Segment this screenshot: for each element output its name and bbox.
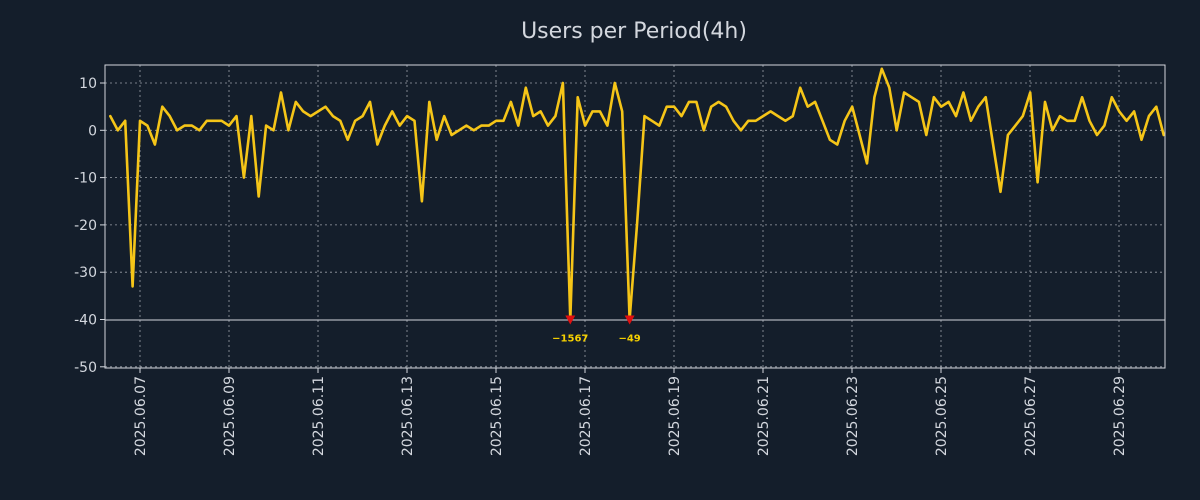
clipped-value-markers: −1567 −49 — [552, 315, 641, 345]
x-tick-label: 2025.06.09 — [222, 376, 238, 456]
x-tick-label: 2025.06.15 — [489, 376, 505, 456]
x-tick-label: 2025.06.07 — [133, 376, 149, 456]
x-axis: 2025.06.07 2025.06.09 2025.06.11 2025.06.13… — [133, 368, 1128, 456]
x-tick-label: 2025.06.29 — [1112, 376, 1128, 456]
clip-value-label: −1567 — [552, 334, 588, 345]
chart-title: Users per Period(4h) — [521, 19, 747, 44]
x-tick-label: 2025.06.25 — [934, 376, 950, 456]
x-tick-label: 2025.06.21 — [756, 376, 772, 456]
clip-marker-icon — [624, 315, 635, 325]
clip-marker-icon — [565, 315, 576, 325]
y-axis: 10 0 -10 -20 -30 -40 -50 — [74, 76, 105, 376]
x-tick-label: 2025.06.27 — [1023, 376, 1039, 456]
x-tick-label: 2025.06.13 — [400, 376, 416, 456]
x-tick-label: 2025.06.19 — [667, 376, 683, 456]
y-tick-label: -40 — [74, 313, 97, 329]
y-tick-label: 10 — [79, 76, 97, 92]
y-tick-label: -20 — [74, 218, 97, 234]
x-tick-label: 2025.06.17 — [578, 376, 594, 456]
clip-value-label: −49 — [618, 334, 640, 345]
x-tick-label: 2025.06.11 — [311, 376, 327, 456]
y-tick-label: -30 — [74, 265, 97, 281]
x-tick-label: 2025.06.23 — [845, 376, 861, 456]
users-series-line — [109, 67, 1165, 321]
y-tick-label: 0 — [88, 123, 97, 139]
y-tick-label: -50 — [74, 360, 97, 376]
y-tick-label: -10 — [74, 171, 97, 187]
plot-frame — [104, 64, 1166, 369]
grid-lines — [105, 65, 1165, 368]
